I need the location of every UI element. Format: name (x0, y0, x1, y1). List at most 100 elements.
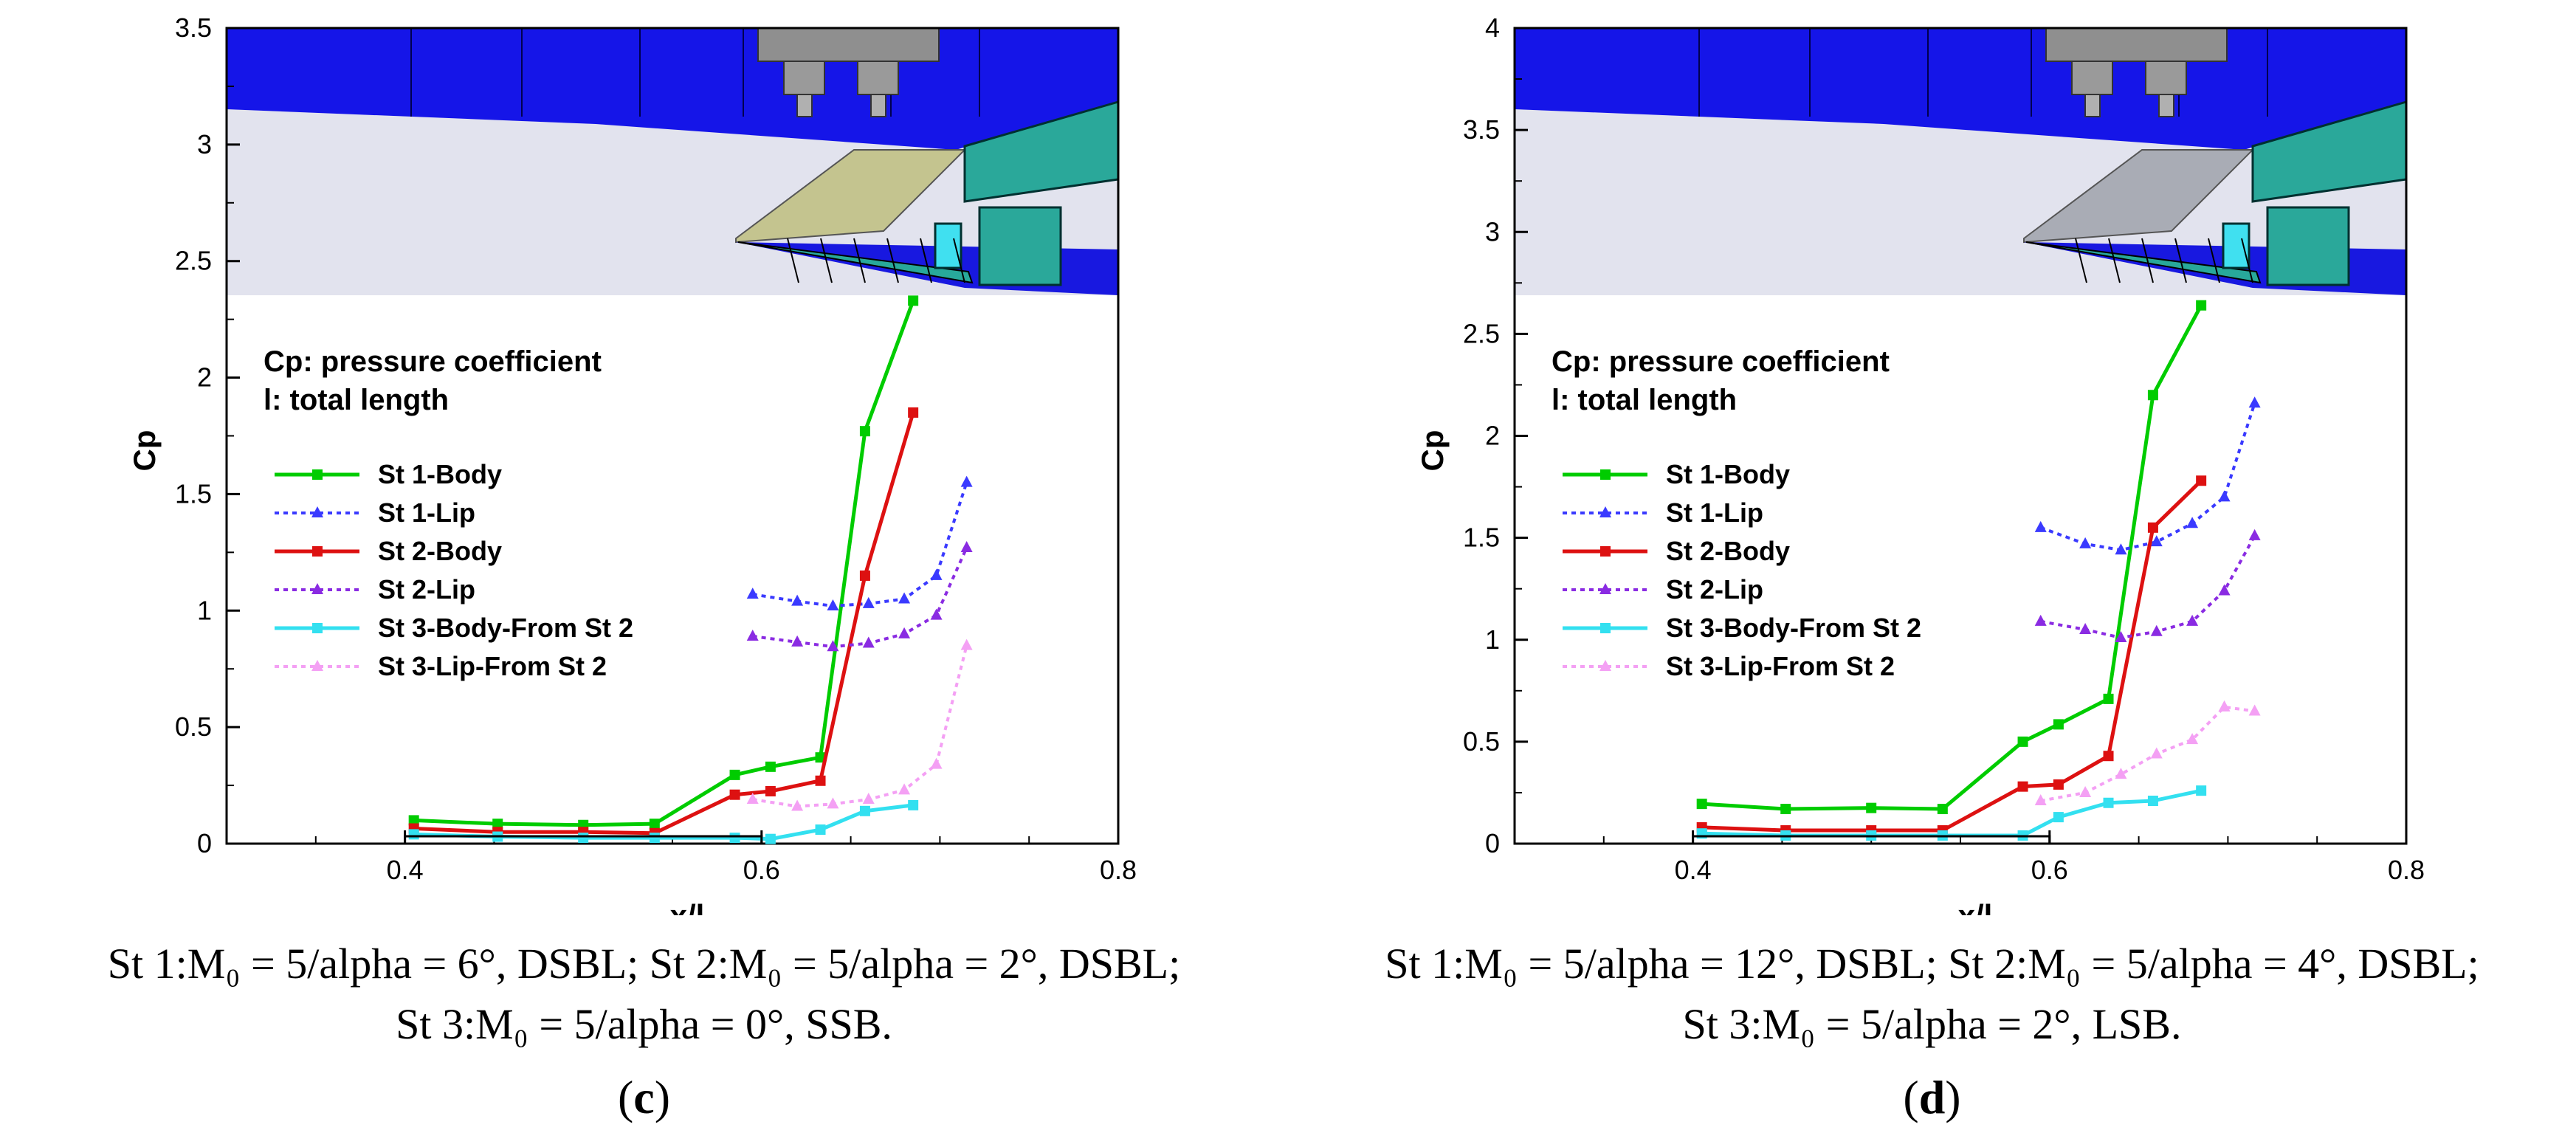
series-st-2-lip (746, 541, 973, 652)
panel-d: 0 0.5 1 1.5 2 2.5 3 3.5 4 0.4 0.6 0.8 x/l Cp Cp: press… (1288, 0, 2576, 1147)
data-point (1599, 583, 1611, 594)
legend-label: St 3-Body-From St 2 (378, 613, 633, 643)
caption-d-line-2: St 3:M₀ = 5/alpha = 2°, LSB. (1682, 1000, 2182, 1048)
data-point (1600, 469, 1611, 480)
y-axis-label: Cp (1415, 430, 1450, 472)
caption-c-line-1: St 1:M₀ = 5/alpha = 6°, DSBL; St 2:M₀ = … (107, 940, 1181, 988)
probe-tip (2084, 94, 2101, 117)
data-point (729, 769, 740, 780)
data-point (2034, 614, 2047, 626)
annotation-text: Cp: pressure coefficient (264, 345, 602, 378)
data-point (2186, 517, 2199, 528)
data-point (312, 546, 323, 557)
data-point (1599, 506, 1611, 517)
series-st-3-lip-from-st-2 (746, 638, 973, 811)
data-point (2103, 693, 2114, 704)
data-point (898, 592, 911, 604)
data-point (729, 789, 740, 800)
cowl-line (2075, 238, 2087, 283)
y-tick-label: 3 (197, 129, 212, 159)
data-point (2150, 535, 2163, 547)
data-point (746, 588, 759, 599)
cyan-block (2222, 222, 2250, 269)
data-point (765, 833, 776, 844)
y-tick-label: 1 (1485, 624, 1500, 655)
data-point (311, 660, 323, 671)
data-point (2196, 475, 2207, 486)
data-point (765, 761, 776, 772)
data-point (2147, 390, 2158, 401)
data-point (312, 469, 323, 480)
probe-body (857, 61, 899, 95)
data-point (1600, 623, 1611, 633)
data-point (2147, 795, 2158, 806)
data-point (815, 824, 826, 836)
cowl-line (787, 238, 799, 283)
data-point (1599, 660, 1611, 671)
probe-body (2071, 61, 2113, 95)
y-tick-label: 0 (197, 828, 212, 858)
data-point (908, 799, 919, 810)
data-point (649, 833, 660, 844)
data-point (960, 541, 973, 553)
cowl-line (953, 238, 965, 283)
data-point (2196, 785, 2207, 796)
data-point (2196, 300, 2207, 311)
inlet-geometry-image (227, 28, 1118, 295)
data-point (827, 599, 839, 610)
chart-d: 0 0.5 1 1.5 2 2.5 3 3.5 4 0.4 0.6 0.8 x/l Cp Cp: press… (1415, 13, 2425, 915)
probe-housing (757, 28, 940, 62)
y-tick-label: 0.5 (1463, 726, 1500, 757)
x-tick-label: 0.8 (1100, 855, 1137, 885)
reference-line (404, 835, 763, 844)
y-tick-label: 1 (197, 595, 212, 625)
data-point (2103, 797, 2114, 808)
teal-duct (2251, 100, 2406, 203)
data-point (408, 829, 419, 840)
annotation-text: Cp: pressure coefficient (1552, 345, 1890, 378)
probe-body (783, 61, 825, 95)
series-line (752, 645, 968, 808)
data-point (2053, 779, 2064, 790)
data-point (492, 819, 503, 830)
lip-strip (737, 241, 974, 284)
data-point (1937, 804, 1948, 815)
data-point (791, 594, 804, 606)
data-point (2150, 624, 2163, 636)
data-point (2218, 584, 2231, 596)
data-point (862, 636, 875, 648)
data-point (1600, 546, 1611, 557)
data-point (2017, 736, 2028, 747)
y-axis-label: Cp (127, 430, 162, 472)
reference-line (1692, 835, 2051, 844)
cowl-line (2174, 238, 2187, 283)
data-point (2103, 751, 2114, 762)
annotation-text: l: total length (264, 384, 449, 416)
data-point (2218, 700, 2231, 712)
cowl-line (2108, 238, 2121, 283)
data-point (2248, 396, 2261, 408)
y-tick-label: 4 (1485, 13, 1500, 43)
cowl-line (886, 238, 899, 283)
x-tick-label: 0.6 (2031, 855, 2068, 885)
legend-label: St 1-Lip (378, 497, 475, 528)
series-st-1-lip (746, 475, 973, 610)
data-point (765, 785, 776, 796)
y-tick-label: 0 (1485, 828, 1500, 858)
legend-label: St 2-Body (378, 536, 502, 566)
data-point (311, 506, 323, 517)
data-point (862, 793, 875, 805)
cowl-line (820, 238, 833, 283)
series-st-1-body (1696, 300, 2207, 815)
data-point (960, 475, 973, 487)
probe-body (2145, 61, 2187, 95)
data-point (908, 407, 919, 418)
data-point (746, 630, 759, 641)
cowl-line (2208, 238, 2220, 283)
data-point (2186, 614, 2199, 626)
panel-c: 0 0.5 1 1.5 2 2.5 3 3.5 0.4 0.6 0.8 x/l Cp Cp: pressu… (107, 13, 1181, 1123)
annotation-text: l: total length (1552, 384, 1737, 416)
data-point (2017, 781, 2028, 792)
data-point (898, 783, 911, 795)
legend: St 1-Body St 1-Lip St 2-Body St 2-Lip St 3-B… (1563, 459, 1921, 681)
